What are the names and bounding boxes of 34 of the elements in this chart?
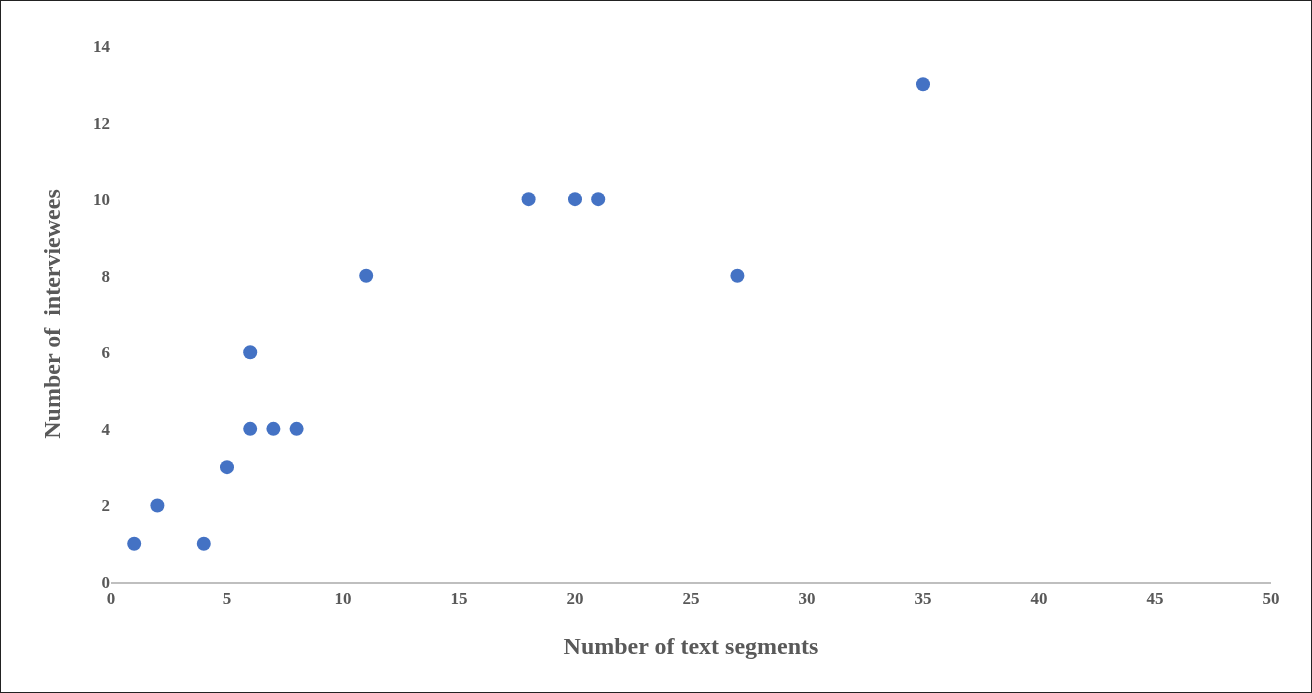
- y-tick-label: 10: [93, 190, 110, 210]
- y-tick-label: 14: [93, 36, 111, 56]
- point: [150, 498, 165, 513]
- y-tick-label: 4: [101, 419, 111, 439]
- y-tick-label: 2: [101, 496, 110, 516]
- x-tick-label: 25: [682, 589, 700, 609]
- point: [359, 268, 374, 283]
- x-tick-label: 40: [1030, 589, 1048, 609]
- x-tick-label: 45: [1146, 589, 1164, 609]
- x-tick-label: 5: [222, 589, 232, 609]
- point: [266, 421, 281, 436]
- x-axis-title: Number of text segments: [563, 632, 819, 659]
- y-tick-label: 8: [101, 266, 110, 286]
- point: [591, 192, 606, 207]
- point: [243, 345, 258, 360]
- point: [196, 536, 211, 551]
- point: [289, 421, 304, 436]
- x-tick-label: 30: [798, 589, 816, 609]
- x-tick-label: 50: [1262, 589, 1280, 609]
- point: [730, 268, 745, 283]
- x-tick-label: 15: [450, 589, 468, 609]
- point: [243, 421, 258, 436]
- y-tick-label: 12: [93, 113, 110, 133]
- point: [127, 536, 142, 551]
- x-tick-label: 35: [914, 589, 932, 609]
- y-tick-label: 0: [101, 572, 110, 592]
- point: [521, 192, 536, 207]
- x-tick-label: 10: [334, 589, 352, 609]
- point: [916, 77, 930, 92]
- point: [568, 192, 582, 207]
- y-tick-label: 6: [101, 343, 110, 363]
- point: [220, 460, 234, 475]
- x-tick-label: 20: [566, 589, 584, 609]
- y-axis-title: Number of interviewees: [39, 189, 66, 439]
